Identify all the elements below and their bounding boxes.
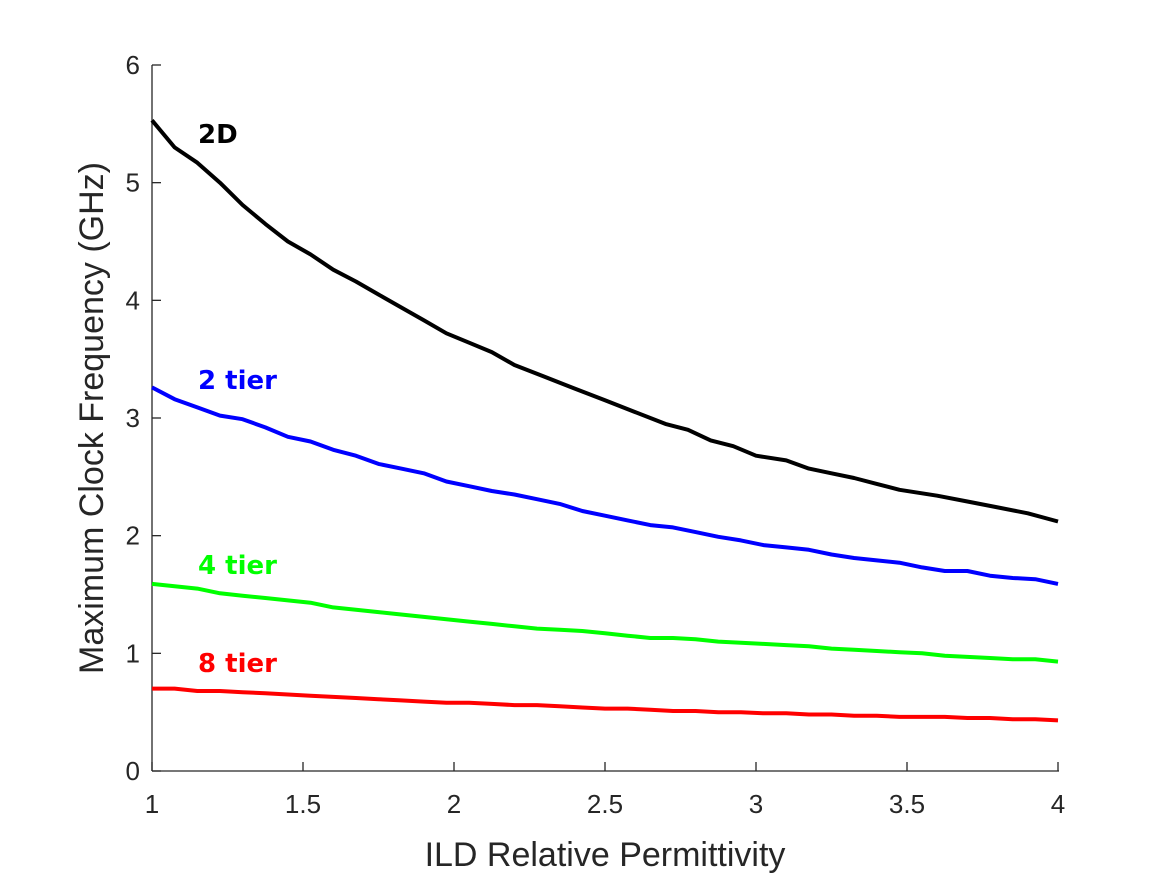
y-axis-title: Maximum Clock Frequency (GHz) [73, 162, 111, 674]
y-tick-label: 0 [126, 756, 140, 786]
x-tick-label: 1.5 [285, 789, 321, 819]
y-tick-label: 4 [126, 285, 140, 315]
y-tick-label: 5 [126, 168, 140, 198]
series-labels: 2D 2 tier 4 tier 8 tier [198, 120, 277, 679]
y-tick-label: 3 [126, 403, 140, 433]
x-axis-title: ILD Relative Permittivity [425, 836, 786, 874]
x-tick-label: 2 [447, 789, 461, 819]
y-tick-label: 6 [126, 50, 140, 80]
series-line-1 [151, 385, 1059, 586]
series-label-3: 8 tier [198, 649, 277, 679]
y-tick-label: 1 [126, 638, 140, 668]
x-tick-label: 4 [1051, 789, 1065, 819]
series-label-0: 2D [198, 120, 238, 150]
x-tick-label: 3 [749, 789, 763, 819]
series-label-2: 4 tier [198, 551, 277, 581]
series-line-2 [151, 581, 1059, 664]
x-tick-label: 3.5 [889, 789, 925, 819]
series-label-1: 2 tier [198, 366, 277, 396]
series-line-3 [152, 686, 1059, 723]
series-line-0 [150, 119, 1059, 524]
x-tick-label: 1 [145, 789, 159, 819]
x-tick-label: 2.5 [587, 789, 623, 819]
y-tick-label: 2 [126, 521, 140, 551]
series-layer [150, 119, 1059, 723]
